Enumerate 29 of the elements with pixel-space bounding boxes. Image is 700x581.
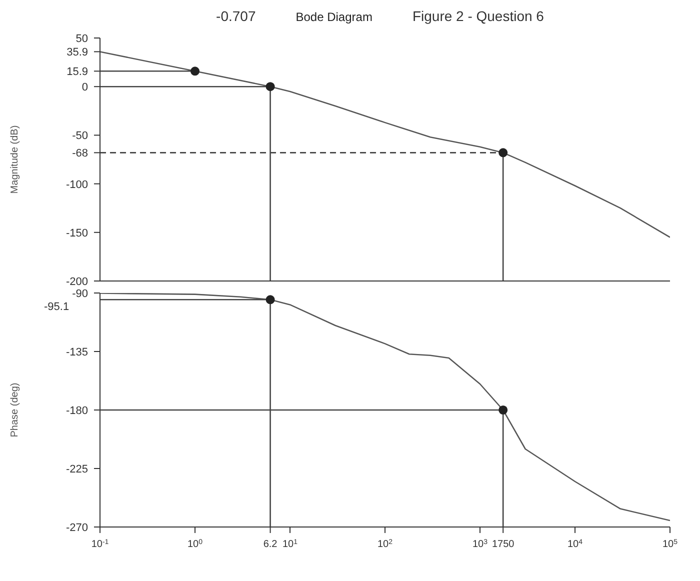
y-tick-label: 0 <box>82 82 88 94</box>
y-tick-label: -150 <box>66 227 88 240</box>
y-axis-title: Magnitude (dB) <box>10 125 21 194</box>
x-tick-label: 10$^{5}$ <box>662 538 678 550</box>
y-tick-label: -50 <box>72 130 88 142</box>
y-tick-label: -270 <box>66 522 88 534</box>
x-tick-label: 10$^{2}$ <box>377 538 393 550</box>
y-tick-label: 35.9 <box>66 46 88 59</box>
y-tick-label: -135 <box>66 346 88 358</box>
y-tick-label: -225 <box>66 464 88 476</box>
x-tick-label: 10$^{4}$ <box>567 538 583 550</box>
x-tick-label: 6.2 <box>263 539 278 550</box>
y-tick-label: 50 <box>76 33 88 45</box>
y-tick-label: -68 <box>72 148 88 160</box>
x-tick-label: 10$^{0}$ <box>187 538 203 550</box>
y-tick-label: -100 <box>66 178 88 191</box>
caption: Figure 2 - Question 6 <box>412 8 544 24</box>
chart-title: Bode Diagram <box>296 10 372 24</box>
y-tick-label: -200 <box>66 276 88 288</box>
x-tick-label: 1750 <box>492 539 515 550</box>
x-tick-label: 10$^{3}$ <box>472 538 488 550</box>
x-tick-label: 10$^{-1}$ <box>91 538 109 550</box>
y-tick-label: -90 <box>72 288 88 300</box>
y-tick-label: -180 <box>66 405 88 417</box>
text: -0.707 <box>216 8 256 24</box>
text: -95.1 <box>44 301 70 313</box>
y-tick-label: 15.9 <box>66 66 88 78</box>
x-tick-label: 10$^{1}$ <box>282 538 298 550</box>
y-axis-title: Phase (deg) <box>10 382 21 438</box>
